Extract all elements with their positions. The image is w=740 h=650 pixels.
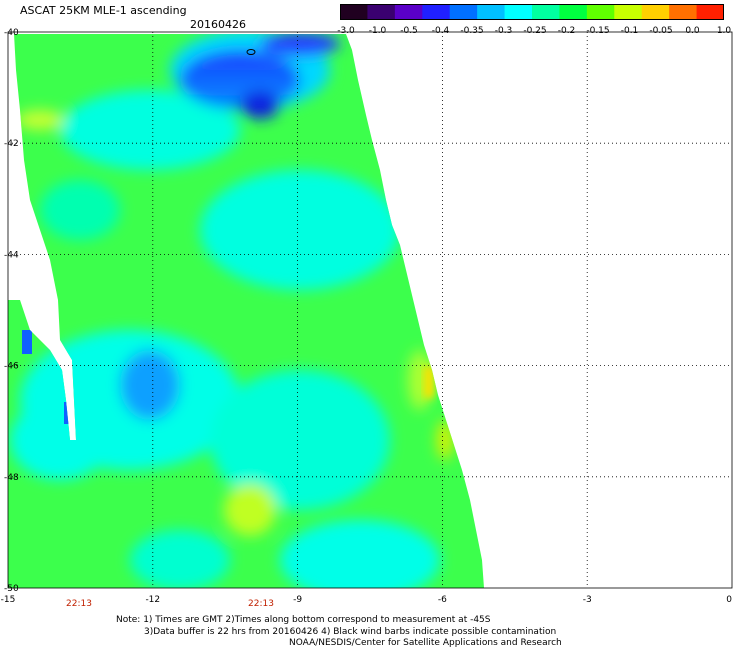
lon-label: -9 <box>293 595 302 605</box>
lat-label: -44 <box>4 250 19 260</box>
lon-label: -6 <box>438 595 447 605</box>
colorbar-label: -0.5 <box>400 26 418 36</box>
latitude-labels: -40 -42 -44 -46 -48 -50 <box>4 28 19 594</box>
note-line-1: Note: 1) Times are GMT 2)Times along bot… <box>116 615 491 625</box>
time-label-2: 22:13 <box>248 599 274 609</box>
colorbar-segment <box>669 4 698 20</box>
colorbar-label: -0.15 <box>586 26 610 36</box>
colorbar-segment <box>449 4 478 20</box>
colorbar-segment <box>504 4 533 20</box>
colorbar-label: 0.0 <box>685 26 700 36</box>
colorbar-label: -0.3 <box>494 26 513 36</box>
colorbar-segment <box>614 4 643 20</box>
longitude-labels: -15 -12 -9 -6 -3 0 <box>1 595 733 605</box>
lon-label: -15 <box>1 595 16 605</box>
map-frame <box>7 31 733 589</box>
colorbar-label: -3.0 <box>337 26 355 36</box>
colorbar-segment <box>559 4 588 20</box>
swath-data <box>8 34 484 588</box>
lat-label: -48 <box>4 473 19 483</box>
colorbar-segment <box>340 4 368 20</box>
map-date: 20160426 <box>190 18 246 31</box>
colorbar-segment <box>422 4 451 20</box>
lon-label: 0 <box>726 595 732 605</box>
colorbar <box>340 4 724 20</box>
colorbar-segment <box>477 4 506 20</box>
colorbar-label: -0.35 <box>460 26 484 36</box>
colorbar-labels: -3.0 -1.0 -0.5 -0.4 -0.35 -0.3 -0.25 -0.2 -0.15-… <box>337 26 732 38</box>
colorbar-segment <box>367 4 396 20</box>
colorbar-segment <box>394 4 423 20</box>
colorbar-label: -0.4 <box>431 26 450 36</box>
note-line-3: NOAA/NESDIS/Center for Satellite Applica… <box>289 638 562 648</box>
time-label-1: 22:13 <box>66 599 92 609</box>
note-line-2: 3)Data buffer is 22 hrs from 20160426 4)… <box>144 627 557 637</box>
colorbar-label: -0.1 <box>620 26 639 36</box>
lon-label: -12 <box>145 595 160 605</box>
colorbar-label: -0.2 <box>557 26 576 36</box>
map-grid <box>8 32 732 588</box>
map-title: ASCAT 25KM MLE-1 ascending <box>20 4 187 17</box>
colorbar-label: -0.25 <box>523 26 547 36</box>
colorbar-segment <box>696 4 724 20</box>
lat-label: -50 <box>4 584 19 594</box>
colorbar-label: 1.0 <box>716 26 732 36</box>
colorbar-label: -1.0 <box>368 26 387 36</box>
colorbar-segment <box>586 4 615 20</box>
colorbar-segment <box>641 4 670 20</box>
lon-label: -3 <box>583 595 592 605</box>
colorbar-label: -0.05 <box>649 26 673 36</box>
colorbar-segment <box>532 4 560 20</box>
lat-label: -40 <box>4 28 19 38</box>
lat-label: -42 <box>4 139 19 149</box>
wind-barb-contamination <box>246 49 256 55</box>
lat-label: -46 <box>4 362 19 372</box>
